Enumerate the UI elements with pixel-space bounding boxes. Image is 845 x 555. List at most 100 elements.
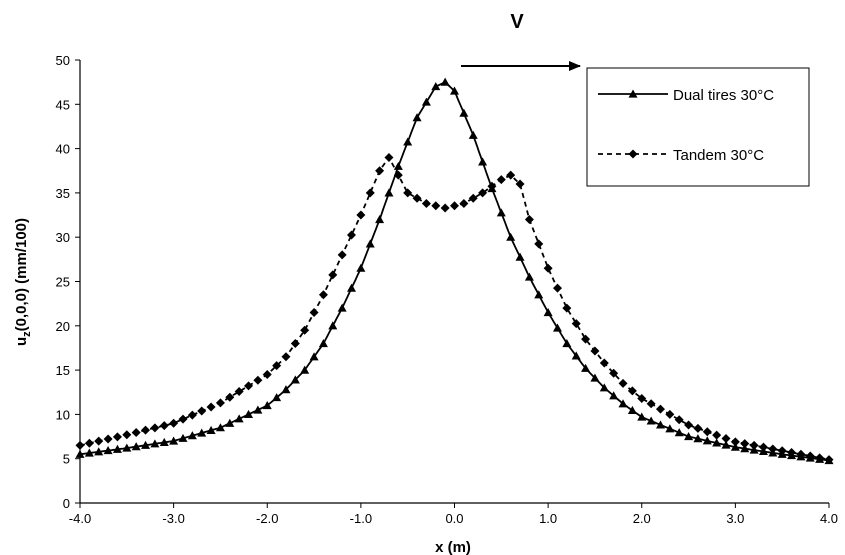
data-point-series-1 <box>478 157 488 166</box>
data-point-series-2 <box>459 199 469 209</box>
data-point-series-1 <box>384 188 394 197</box>
data-point-series-1 <box>618 399 628 408</box>
data-point-series-1 <box>552 323 562 332</box>
data-point-series-1 <box>599 383 609 392</box>
data-point-series-2 <box>758 442 768 452</box>
y-tick-label: 45 <box>56 97 70 112</box>
legend: Dual tires 30°C Tandem 30°C <box>586 67 810 187</box>
x-tick-label: -3.0 <box>162 511 184 526</box>
data-point-series-2 <box>646 399 656 409</box>
y-tick-label: 20 <box>56 319 70 334</box>
data-point-series-1 <box>253 405 263 414</box>
data-point-series-2 <box>655 404 665 414</box>
data-point-series-1 <box>234 414 244 423</box>
data-point-series-1 <box>84 448 94 457</box>
data-point-series-2 <box>253 375 263 385</box>
data-point-series-2 <box>468 193 478 203</box>
data-point-series-1 <box>281 385 291 394</box>
data-point-series-2 <box>187 410 197 420</box>
data-point-series-2 <box>524 214 534 224</box>
data-point-series-2 <box>543 263 553 273</box>
data-point-series-2 <box>234 387 244 397</box>
x-axis-ticks: -4.0 -3.0 -2.0 -1.0 0.0 1.0 2.0 3.0 4.0 <box>69 503 838 526</box>
x-tick-label: 2.0 <box>633 511 651 526</box>
data-point-series-1 <box>309 352 319 361</box>
data-point-series-2 <box>356 210 366 220</box>
data-point-series-2 <box>272 361 282 371</box>
data-point-series-2 <box>571 319 581 329</box>
data-point-series-1 <box>122 443 132 452</box>
data-point-series-1 <box>159 437 169 446</box>
data-point-series-1 <box>562 339 572 348</box>
data-point-series-2 <box>665 409 675 419</box>
data-point-series-2 <box>375 166 385 176</box>
data-point-series-1 <box>262 401 272 410</box>
data-point-series-2 <box>618 378 628 388</box>
legend-marker-1 <box>628 89 638 98</box>
data-point-series-2 <box>337 250 347 260</box>
data-point-series-2 <box>131 427 141 437</box>
data-point-series-1 <box>272 393 282 402</box>
data-point-series-2 <box>262 370 272 380</box>
y-axis-title-subscript: z <box>21 331 33 337</box>
data-point-series-1 <box>178 433 188 442</box>
data-point-series-1 <box>496 208 506 217</box>
data-point-series-2 <box>178 414 188 424</box>
data-point-series-1 <box>112 444 122 453</box>
data-point-series-2 <box>281 352 291 362</box>
data-point-series-2 <box>815 453 825 463</box>
data-point-series-2 <box>702 427 712 437</box>
data-point-series-1 <box>244 409 254 418</box>
data-point-series-1 <box>300 365 310 374</box>
data-point-series-1 <box>712 438 722 447</box>
data-point-series-1 <box>421 97 431 106</box>
data-point-series-2 <box>599 358 609 368</box>
data-point-series-2 <box>515 179 525 189</box>
x-tick-label: -2.0 <box>256 511 278 526</box>
legend-entries: Dual tires 30°C Tandem 30°C <box>598 87 774 164</box>
data-point-series-2 <box>478 188 488 198</box>
data-point-series-1 <box>524 272 534 281</box>
x-tick-label: -1.0 <box>350 511 372 526</box>
data-point-series-1 <box>131 442 141 451</box>
data-point-series-2 <box>684 420 694 430</box>
data-point-series-2 <box>365 188 375 198</box>
data-point-series-1 <box>740 444 750 453</box>
data-point-series-1 <box>627 405 637 415</box>
data-point-series-1 <box>206 425 216 434</box>
data-point-series-2 <box>150 423 160 433</box>
data-point-series-1 <box>150 439 160 448</box>
data-point-series-2 <box>169 418 179 428</box>
data-point-series-1 <box>215 423 225 432</box>
data-point-series-1 <box>646 416 656 425</box>
data-point-series-2 <box>328 270 338 280</box>
x-axis-title: x (m) <box>435 539 471 555</box>
data-point-series-2 <box>796 449 806 459</box>
data-point-series-2 <box>506 170 516 180</box>
data-point-series-1 <box>103 446 113 455</box>
y-axis-title-rest: (0,0,0) (mm/100) <box>13 218 30 331</box>
y-axis-ticks: 0 5 10 15 20 25 30 35 40 45 50 <box>56 53 80 511</box>
y-tick-label: 5 <box>63 452 70 467</box>
data-point-series-1 <box>328 321 338 330</box>
data-point-series-2 <box>290 339 300 349</box>
legend-marker-2 <box>628 149 638 159</box>
data-point-series-1 <box>187 431 197 440</box>
data-point-series-2 <box>309 308 319 318</box>
data-point-series-1 <box>169 436 179 445</box>
data-point-series-1 <box>403 137 413 146</box>
legend-box <box>586 67 810 187</box>
x-tick-label: 4.0 <box>820 511 838 526</box>
data-point-series-2 <box>440 203 450 213</box>
velocity-label: V <box>510 11 524 33</box>
data-point-series-2 <box>384 152 394 162</box>
data-point-series-2 <box>206 402 216 412</box>
data-point-series-2 <box>421 199 431 209</box>
data-point-series-2 <box>84 438 94 448</box>
data-point-series-2 <box>749 440 759 450</box>
data-point-series-1 <box>674 428 684 437</box>
data-point-series-2 <box>412 193 422 203</box>
data-point-series-1 <box>468 130 478 139</box>
y-tick-label: 10 <box>56 407 70 422</box>
y-axis-title-main: u <box>13 337 30 346</box>
